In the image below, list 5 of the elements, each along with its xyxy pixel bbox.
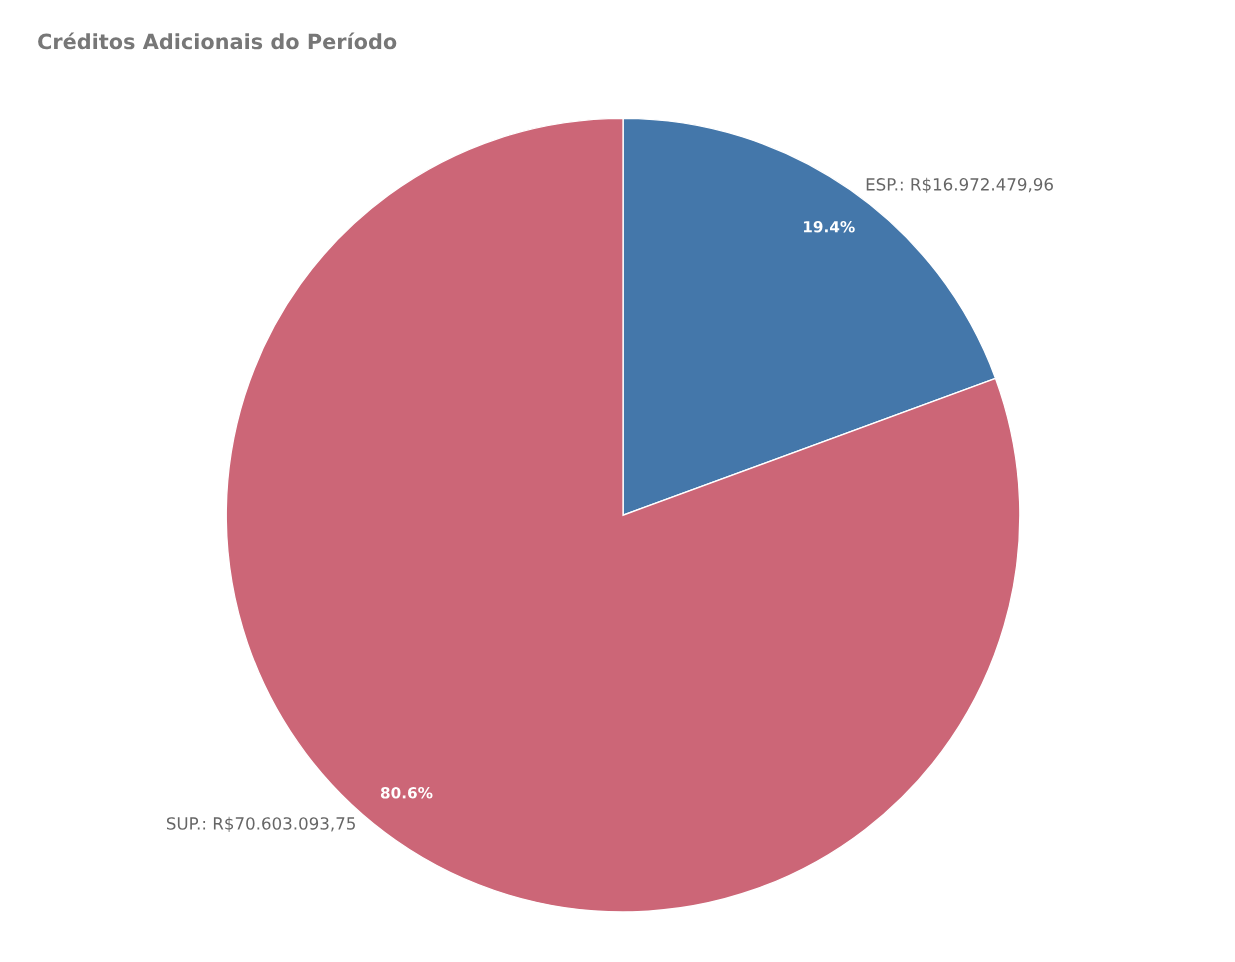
chart-title: Créditos Adicionais do Período (38, 32, 397, 50)
slice-label: ESP.: R$16.972.479,96 (866, 177, 1053, 193)
slice-label: SUP.: R$70.603.093,75 (166, 816, 355, 832)
data-label: 80.6% (380, 787, 433, 799)
data-label: 19.4% (803, 220, 855, 233)
